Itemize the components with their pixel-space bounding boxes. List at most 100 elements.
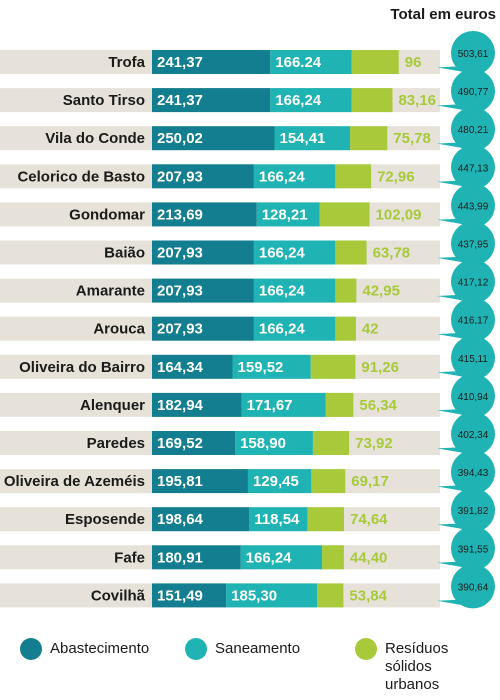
- legend-item-residuos: Resíduos sólidos urbanos: [355, 638, 448, 694]
- data-label-residuos: 44,40: [350, 549, 388, 566]
- category-label: Oliveira de Azeméis: [4, 473, 145, 490]
- total-label: 391,55: [458, 544, 489, 555]
- bar-segment-residuos: [350, 126, 388, 151]
- data-label-abastecimento: 207,93: [157, 321, 203, 338]
- data-label-residuos: 73,92: [355, 435, 393, 452]
- total-label: 490,77: [458, 87, 489, 98]
- total-label: 480,21: [458, 125, 489, 136]
- bar-segment-residuos: [312, 431, 350, 455]
- bar-segment-saneamento: [249, 507, 308, 532]
- data-label-residuos: 83,16: [398, 92, 436, 109]
- bar-segment-residuos: [317, 583, 344, 608]
- total-bubble: [451, 297, 495, 342]
- category-label: Paredes: [87, 435, 145, 452]
- total-bubble: [451, 183, 495, 228]
- data-label-residuos: 42: [362, 321, 379, 338]
- total-bubble: [451, 259, 495, 304]
- legend-label-saneamento: Saneamento: [215, 640, 301, 657]
- bar-segment-saneamento: [226, 583, 318, 608]
- category-label: Covilhã: [91, 587, 146, 604]
- total-label: 390,64: [458, 582, 489, 593]
- data-label-saneamento: 128,21: [262, 206, 308, 223]
- total-label: 391,82: [458, 506, 489, 517]
- total-label: 443,99: [458, 201, 489, 212]
- bar-segment-abastecimento: [152, 202, 257, 227]
- total-label: 415,11: [458, 354, 488, 365]
- data-label-saneamento: 185,30: [231, 587, 277, 604]
- data-label-saneamento: 166,24: [275, 92, 322, 109]
- data-label-abastecimento: 213,69: [157, 206, 203, 223]
- legend-item-abastecimento: Abastecimento: [20, 638, 149, 660]
- total-header: Total em euros: [390, 6, 496, 23]
- data-label-residuos: 91,26: [361, 359, 399, 376]
- category-label: Esposende: [65, 511, 145, 528]
- total-bubble: [451, 107, 495, 152]
- bar-segment-abastecimento: [152, 240, 254, 265]
- category-label: Santo Tirso: [63, 92, 145, 109]
- data-label-residuos: 42,95: [362, 283, 400, 300]
- category-label: Baião: [104, 245, 145, 262]
- bar-segment-abastecimento: [152, 431, 236, 455]
- data-label-residuos: 74,64: [350, 511, 388, 528]
- total-bubble: [451, 564, 495, 609]
- bar-segment-residuos: [351, 88, 393, 113]
- data-label-abastecimento: 241,37: [157, 54, 203, 71]
- total-bubble: [451, 69, 495, 114]
- data-label-abastecimento: 207,93: [157, 168, 203, 185]
- bar-segment-residuos: [319, 202, 370, 227]
- category-label: Arouca: [93, 321, 145, 338]
- bar-segment-abastecimento: [152, 126, 275, 151]
- total-label: 394,43: [458, 468, 489, 479]
- data-label-residuos: 102,09: [376, 206, 422, 223]
- data-label-abastecimento: 198,64: [157, 511, 204, 528]
- total-label: 437,95: [458, 240, 489, 251]
- total-bubble: [451, 412, 495, 456]
- data-label-saneamento: 129,45: [253, 473, 299, 490]
- data-label-residuos: 96: [405, 54, 422, 71]
- bar-segment-saneamento: [253, 316, 336, 341]
- data-label-saneamento: 166,24: [259, 245, 306, 262]
- bar-segment-residuos: [335, 278, 357, 303]
- data-label-saneamento: 154,41: [280, 130, 326, 147]
- bar-segment-saneamento: [253, 240, 336, 265]
- bar-segment-residuos: [335, 240, 367, 265]
- stacked-bar-chart: Trofa 241,37 166.24 96 503,61 Santo Tirso 241,…: [0, 31, 495, 609]
- total-label: 402,34: [458, 430, 489, 441]
- data-label-abastecimento: 250,02: [157, 130, 203, 147]
- total-label: 417,12: [458, 278, 489, 289]
- data-label-saneamento: 166,24: [259, 283, 306, 300]
- bar-segment-residuos: [307, 507, 344, 532]
- bar-segment-saneamento: [256, 202, 320, 227]
- total-label: 447,13: [458, 163, 489, 174]
- data-label-saneamento: 166.24: [275, 54, 322, 71]
- bar-segment-saneamento: [240, 545, 323, 570]
- total-bubble: [451, 335, 495, 380]
- category-label: Alenquer: [80, 397, 145, 414]
- data-label-residuos: 56,34: [359, 397, 397, 414]
- total-bubble: [451, 373, 495, 418]
- bar-segment-residuos: [325, 392, 354, 417]
- category-label: Amarante: [76, 283, 145, 300]
- data-label-saneamento: 158,90: [240, 435, 286, 452]
- bar-segment-abastecimento: [152, 469, 248, 494]
- total-label: 410,94: [458, 392, 489, 403]
- legend: Abastecimento Saneamento Resíduos sólido…: [0, 630, 500, 700]
- data-label-saneamento: 166,24: [246, 549, 293, 566]
- category-label: Trofa: [108, 54, 145, 71]
- category-label: Vila do Conde: [45, 130, 145, 147]
- bar-segment-saneamento: [270, 88, 352, 113]
- bar-segment-residuos: [310, 354, 356, 379]
- data-label-abastecimento: 241,37: [157, 92, 203, 109]
- bar-segment-residuos: [335, 164, 372, 189]
- legend-label-residuos: Resíduos sólidos urbanos: [385, 640, 449, 693]
- bar-segment-saneamento: [253, 278, 336, 303]
- bar-segment-residuos: [322, 545, 344, 570]
- data-label-residuos: 63,78: [373, 245, 411, 262]
- total-bubble: [451, 145, 495, 190]
- data-label-saneamento: 166,24: [259, 321, 306, 338]
- total-bubble: [451, 450, 495, 495]
- bar-segment-abastecimento: [152, 88, 271, 113]
- total-label: 503,61: [458, 49, 489, 60]
- bar-segment-abastecimento: [152, 583, 227, 608]
- data-label-saneamento: 159,52: [238, 359, 284, 376]
